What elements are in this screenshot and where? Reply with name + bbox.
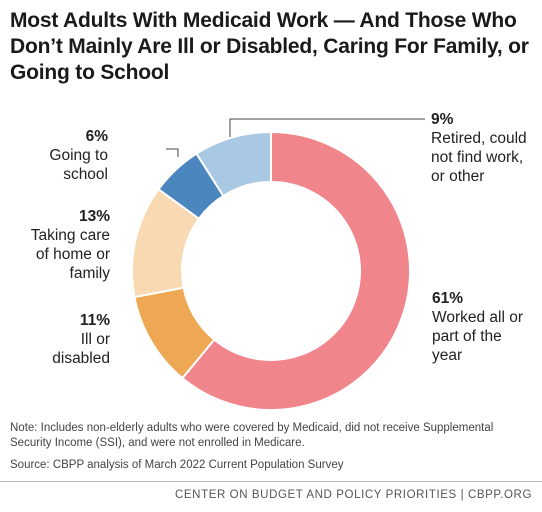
label-retired-text: Retired, could not find work, or other bbox=[431, 130, 527, 185]
leader-retired bbox=[229, 118, 425, 137]
label-caring-value: 13% bbox=[78, 208, 110, 225]
label-worked-text: Worked all or part of the year bbox=[432, 309, 524, 364]
label-school-value: 6% bbox=[85, 128, 108, 145]
slice-worked bbox=[180, 130, 411, 411]
label-worked-value: 61% bbox=[432, 290, 464, 307]
label-caring-text: Taking care of home or family bbox=[30, 227, 110, 282]
label-ill: 11% Ill or disabled bbox=[30, 311, 110, 368]
footer-divider bbox=[0, 481, 542, 482]
chart-source: Source: CBPP analysis of March 2022 Curr… bbox=[10, 459, 344, 471]
label-retired: 9% Retired, could not find work, or othe… bbox=[431, 110, 531, 186]
label-school-text: Going to school bbox=[49, 147, 108, 183]
label-retired-value: 9% bbox=[431, 111, 454, 128]
label-ill-value: 11% bbox=[79, 312, 110, 329]
chart-title: Most Adults With Medicaid Work — And Tho… bbox=[10, 9, 529, 84]
label-ill-text: Ill or disabled bbox=[52, 331, 110, 367]
chart-note: Note: Includes non-elderly adults who we… bbox=[10, 422, 494, 449]
label-caring: 13% Taking care of home or family bbox=[20, 207, 110, 283]
leader-school bbox=[166, 148, 179, 157]
slice-retired bbox=[195, 130, 272, 198]
footer-org: CENTER ON BUDGET AND POLICY PRIORITIES |… bbox=[174, 489, 532, 501]
label-worked: 61% Worked all or part of the year bbox=[432, 289, 532, 365]
label-school: 6% Going to school bbox=[30, 127, 108, 184]
